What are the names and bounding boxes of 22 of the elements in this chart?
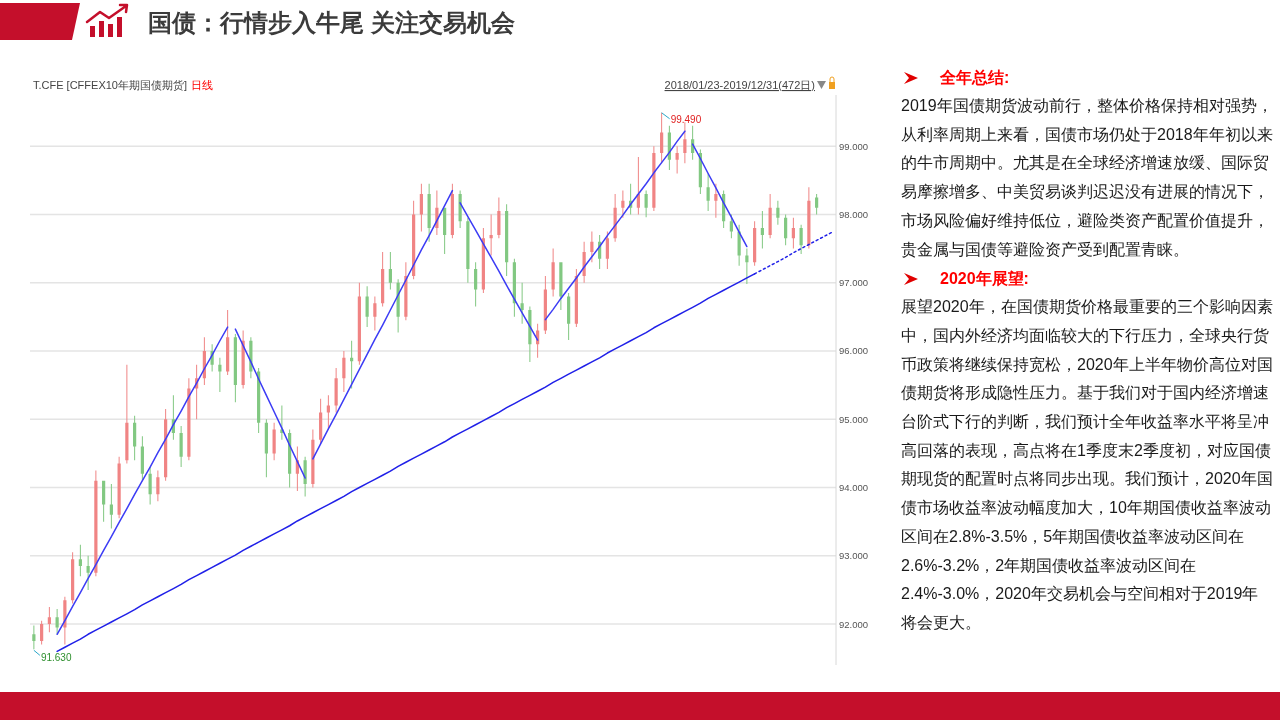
text: 日线	[191, 79, 214, 91]
y-tick-label: 98.000	[839, 208, 869, 220]
y-tick-label: 99.000	[839, 140, 869, 152]
y-tick-label: 97.000	[839, 277, 869, 289]
text: 展望2020年，在国债期货价格最重要的三个影响因素中，国内外经济均面临较大的下行压力，全球央行货币政策将继续保持宽松，2020年上半年物价高位对国债期货将形成隐性压力。基于我们对于国内经济增速台阶式下行的判断，我们预计全年收益率水平将呈冲高回落的表现，高点将在1季度末2季度初，对应国债期现货的配置时点将同步出现。我们预计，2020年国债市场收益率波动幅度加大，10年期国债收益率波动区间在2.8%-3.5%，5年期国债收益率波动区间在2.6%-3.2%，2年期国债收益率波动区间在2.4%-3.0%，2020年交易机会与空间相对于2019年将会更大。	[901, 298, 1273, 631]
y-tick-label: 96.000	[839, 345, 869, 357]
y-tick-label: 92.000	[839, 618, 869, 630]
annotation: 91.630	[40, 652, 72, 664]
text: 2018/01/23-2019/12/31(472日)	[664, 79, 815, 91]
annotation: 99.490	[670, 113, 702, 125]
chart-title: 国债：行情步入牛尾 关注交易机会	[148, 9, 515, 36]
line-series	[312, 189, 454, 460]
text: 2020年展望:	[940, 270, 1029, 288]
line-series	[56, 326, 229, 636]
line-series	[234, 328, 306, 479]
y-tick-label: 93.000	[839, 550, 869, 562]
line-series	[544, 130, 686, 321]
text: 全年总结:	[940, 69, 1010, 86]
y-tick-label: 95.000	[839, 413, 869, 425]
chart-subtitle: T.CFE [CFFEX10年期国债期货]	[33, 79, 188, 91]
text: 2019年国债期货波动前行，整体价格保持相对强势，从利率周期上来看，国债市场仍处于2018年年初以来的牛市周期中。尤其是在全球经济增速放缓、国际贸易摩擦增多、中美贸易谈判迟迟没有进展的情况下，市场风险偏好维持低位，避险类资产配置价值提升，贵金属与国债等避险资产受到配置青睐。	[901, 96, 1273, 260]
y-tick-label: 94.000	[839, 482, 869, 494]
